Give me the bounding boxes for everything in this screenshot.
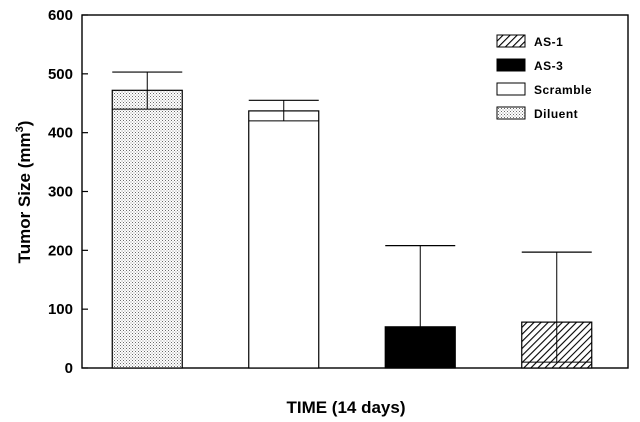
legend-swatch-2 bbox=[496, 82, 526, 96]
legend-label-2: Scramble bbox=[534, 83, 592, 97]
y-axis: 0 100 200 300 400 500 600 bbox=[48, 7, 88, 377]
legend-label-3: Diluent bbox=[534, 107, 578, 121]
y-tick-label-5: 500 bbox=[48, 66, 73, 83]
x-axis-title: TIME (14 days) bbox=[286, 398, 405, 417]
legend-swatch-0 bbox=[496, 34, 526, 48]
y-tick-label-3: 300 bbox=[48, 184, 73, 201]
bar-0 bbox=[111, 89, 183, 369]
bars bbox=[111, 71, 593, 369]
legend: AS-1 AS-3 Scramble Diluent bbox=[496, 34, 592, 121]
legend-swatch-3 bbox=[496, 106, 526, 120]
bar-group-3 bbox=[521, 251, 593, 369]
bar-group-2 bbox=[384, 245, 456, 369]
legend-item-2: Scramble bbox=[496, 82, 592, 97]
y-tick-label-2: 200 bbox=[48, 242, 73, 259]
y-tick-label-4: 400 bbox=[48, 125, 73, 142]
y-tick-label-1: 100 bbox=[48, 301, 73, 318]
bar-group-0 bbox=[111, 71, 183, 369]
legend-swatch-1 bbox=[496, 58, 526, 72]
y-tick-label-0: 0 bbox=[65, 360, 73, 377]
legend-label-0: AS-1 bbox=[534, 35, 563, 49]
y-axis-title-close: ) bbox=[15, 121, 34, 127]
bar-group-1 bbox=[248, 99, 320, 369]
y-axis-title-superscript: 3 bbox=[14, 126, 26, 132]
y-axis-title: Tumor Size (mm3) bbox=[14, 121, 34, 264]
y-tick-label-6: 600 bbox=[48, 7, 73, 24]
y-axis-title-main: Tumor Size (mm bbox=[15, 132, 34, 263]
legend-item-3: Diluent bbox=[496, 106, 578, 121]
bar-1 bbox=[248, 110, 320, 369]
legend-item-1: AS-3 bbox=[496, 58, 563, 73]
legend-item-0: AS-1 bbox=[496, 34, 563, 49]
legend-label-1: AS-3 bbox=[534, 59, 563, 73]
